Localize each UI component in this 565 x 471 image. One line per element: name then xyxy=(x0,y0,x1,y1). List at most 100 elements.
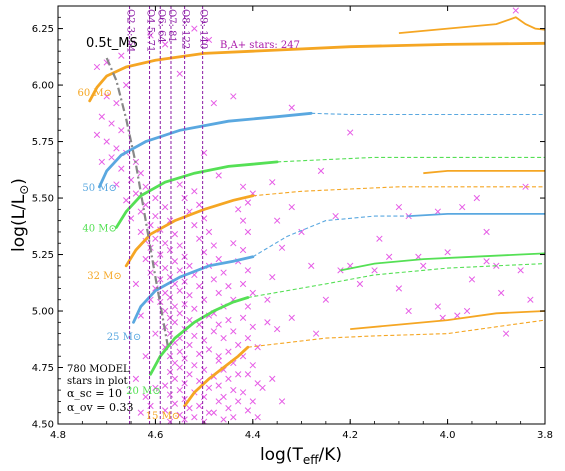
track-dashed-line xyxy=(277,156,545,163)
track-mass-label: 50 M⊙ xyxy=(82,183,117,194)
scatter-point xyxy=(142,353,149,360)
scatter-point xyxy=(249,362,256,369)
scatter-point xyxy=(176,70,183,77)
scatter-point xyxy=(269,375,276,382)
scatter-point xyxy=(205,409,213,416)
scatter-point xyxy=(166,294,174,301)
scatter-point xyxy=(264,319,271,326)
scatter-point xyxy=(278,398,286,405)
spectral-type-label: O4 5: 71 xyxy=(145,9,156,52)
scatter-point xyxy=(225,375,232,382)
scatter-point xyxy=(230,93,237,100)
scatter-point xyxy=(118,127,125,134)
spectral-type-label: O6: 64 xyxy=(155,9,166,43)
scatter-point xyxy=(225,316,232,324)
plot-frame xyxy=(57,5,546,425)
track-loop-line xyxy=(398,16,545,34)
scatter-point xyxy=(161,407,169,414)
scatter-point xyxy=(215,357,222,364)
scatter-point xyxy=(235,341,242,349)
scatter-point xyxy=(454,312,461,319)
scatter-point xyxy=(152,384,159,392)
scatter-point xyxy=(468,276,476,283)
scatter-point xyxy=(215,289,222,297)
scatter-point xyxy=(215,321,222,328)
scatter-point xyxy=(230,240,237,247)
x-tick-label: 4.4 xyxy=(245,430,261,441)
scatter-point xyxy=(161,264,169,272)
scatter-point xyxy=(93,131,101,138)
scatter-point xyxy=(176,181,183,188)
scatter-point xyxy=(269,179,276,186)
scatter-point xyxy=(147,402,154,410)
scatter-point xyxy=(264,296,271,303)
scatter-point xyxy=(220,393,227,401)
scatter-point xyxy=(108,154,115,161)
scatter-point xyxy=(176,242,183,249)
annotation-title: 780 MODEL xyxy=(67,364,130,375)
scatter-point xyxy=(244,267,252,274)
scatter-point xyxy=(142,255,149,263)
track-solid-line xyxy=(124,194,255,268)
scatter-point xyxy=(147,222,154,229)
scatter-point xyxy=(254,344,261,351)
scatter-point xyxy=(123,197,130,204)
scatter-point xyxy=(181,416,188,423)
scatter-point xyxy=(196,235,203,242)
scatter-point xyxy=(142,393,149,401)
scatter-point xyxy=(191,222,198,229)
annotation-line4: α_ov = 0.33 xyxy=(67,401,133,414)
scatter-point xyxy=(186,405,193,412)
track-dashed-line xyxy=(311,112,545,116)
scatter-point xyxy=(210,100,217,107)
x-tick-label: 4.0 xyxy=(440,430,456,441)
scatter-point xyxy=(191,25,198,32)
scatter-point xyxy=(434,303,442,310)
track-dashed-line xyxy=(252,186,545,197)
scatter-point xyxy=(459,203,466,211)
scatter-point xyxy=(239,314,247,321)
scatter-point xyxy=(249,323,256,330)
scatter-point xyxy=(191,305,198,312)
track-loop-line xyxy=(408,213,545,217)
scatter-point xyxy=(259,384,266,392)
scatter-point xyxy=(186,316,193,324)
scatter-point xyxy=(249,289,256,297)
x-tick-label: 3.8 xyxy=(537,430,553,441)
scatter-point xyxy=(113,100,120,107)
scatter-point xyxy=(239,280,247,288)
scatter-point xyxy=(113,145,120,152)
scatter-point xyxy=(196,350,203,358)
scatter-point xyxy=(210,242,217,249)
spectral-type-label: O8: 122 xyxy=(180,9,191,49)
track-solid-line xyxy=(183,345,250,408)
scatter-point xyxy=(239,217,247,224)
spectral-type-label: O2 3: 54 xyxy=(125,9,136,52)
scatter-point xyxy=(395,285,403,292)
scatter-point xyxy=(254,380,261,387)
scatter-point xyxy=(205,346,213,353)
scatter-point xyxy=(93,63,101,71)
scatter-point xyxy=(205,36,213,44)
scatter-point xyxy=(254,414,261,421)
track-loop-line xyxy=(340,252,545,272)
scatter-point xyxy=(405,307,412,315)
scatter-point xyxy=(103,138,110,145)
scatter-point xyxy=(205,228,213,236)
scatter-point xyxy=(176,267,183,274)
scatter-point xyxy=(200,149,208,157)
half-ms-line xyxy=(105,57,169,346)
track-mass-label: 20 M⊙ xyxy=(126,386,161,397)
track-mass-label: 15 M⊙ xyxy=(146,411,181,422)
y-tick-label: 5.50 xyxy=(32,194,54,205)
scatter-point xyxy=(420,262,427,269)
track-loop-line xyxy=(350,310,545,330)
x-tick-label: 4.2 xyxy=(342,430,358,441)
scatter-point xyxy=(269,273,276,281)
scatter-point xyxy=(498,289,505,297)
y-tick-label: 5.75 xyxy=(32,137,54,148)
scatter-point xyxy=(161,307,169,315)
scatter-point xyxy=(191,332,198,340)
scatter-point xyxy=(152,212,159,220)
track-dashed-line xyxy=(247,263,545,299)
